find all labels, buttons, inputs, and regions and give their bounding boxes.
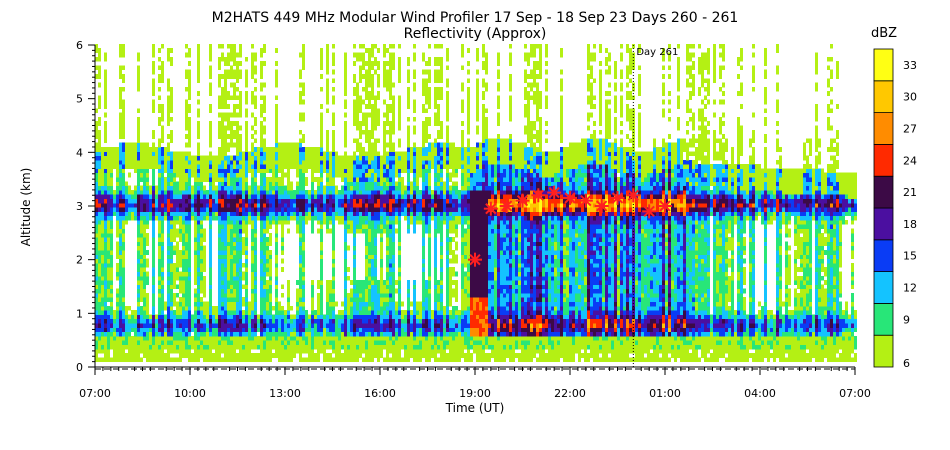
colorbar-swatch-0 [873,334,894,368]
marker-8 [594,199,609,213]
colorbar-swatch-3 [873,239,894,273]
x-tick-label-6: 01:00 [649,387,681,400]
x-tick-label-8: 07:00 [839,387,871,400]
marker-7 [578,193,593,208]
colorbar-label: dBZ [871,26,897,41]
x-axis-ticks: 07:00 10:00 13:00 16:00 19:00 22:00 01:00 04:00… [79,367,871,400]
x-tick-label-4: 19:00 [459,387,491,400]
chart-title: M2HATS 449 MHz Modular Wind Profiler 17 … [212,10,739,26]
colorbar-level-9: 33 [903,59,917,72]
colorbar-level-4: 18 [903,218,917,231]
chart-subtitle: Reflectivity (Approx) [404,26,547,42]
colorbar-swatch-5 [873,175,894,209]
marker-10 [626,188,641,203]
y-tick-label-0: 0 [76,361,83,374]
colorbar-level-5: 21 [903,186,917,199]
day-marker-label: Day 261 [636,47,678,58]
colorbar-level-3: 15 [903,250,917,263]
colorbar-swatch-8 [873,80,894,114]
colorbar-level-1: 9 [903,313,910,326]
x-tick-label-3: 16:00 [364,387,396,400]
y-tick-label-6: 6 [76,39,83,52]
colorbar-swatch-6 [873,143,894,177]
y-tick-label-5: 5 [76,93,83,106]
reflectivity-heatmap [95,43,857,363]
colorbar-swatch-1 [873,302,894,336]
x-tick-label-0: 07:00 [79,387,111,400]
marker-2 [499,199,514,213]
colorbar-level-8: 30 [903,91,917,104]
colorbar-swatch-4 [873,207,894,241]
marker-1 [483,201,498,216]
marker-11 [642,204,657,219]
marker-6 [563,190,577,205]
y-tick-label-4: 4 [76,146,83,159]
colorbar-level-0: 6 [903,357,910,370]
x-tick-label-1: 10:00 [174,387,206,400]
marker-3 [515,193,530,208]
x-tick-label-2: 13:00 [269,387,301,400]
y-tick-label-2: 2 [76,254,83,267]
y-axis-ticks: 0 1 2 3 4 5 6 [76,39,95,374]
colorbar: 6 9 12 15 18 21 24 27 30 33 [873,48,917,370]
marker-series [468,185,672,267]
colorbar-level-6: 24 [903,154,917,167]
marker-12 [658,199,672,213]
marker-0 [468,252,482,267]
x-axis-label: Time (UT) [445,401,505,415]
y-axis-label: Altitude (km) [19,168,33,247]
marker-5 [547,185,562,200]
colorbar-level-7: 27 [903,123,917,136]
y-tick-label-1: 1 [76,307,83,320]
colorbar-swatch-9 [873,48,894,82]
marker-4 [531,188,546,203]
colorbar-swatch-7 [873,112,894,145]
y-tick-label-3: 3 [76,200,83,213]
marker-9 [610,190,625,205]
colorbar-level-2: 12 [903,282,917,295]
colorbar-swatch-2 [873,271,894,304]
x-tick-label-5: 22:00 [554,387,586,400]
day-marker: Day 261 [632,45,678,367]
x-tick-label-7: 04:00 [744,387,776,400]
